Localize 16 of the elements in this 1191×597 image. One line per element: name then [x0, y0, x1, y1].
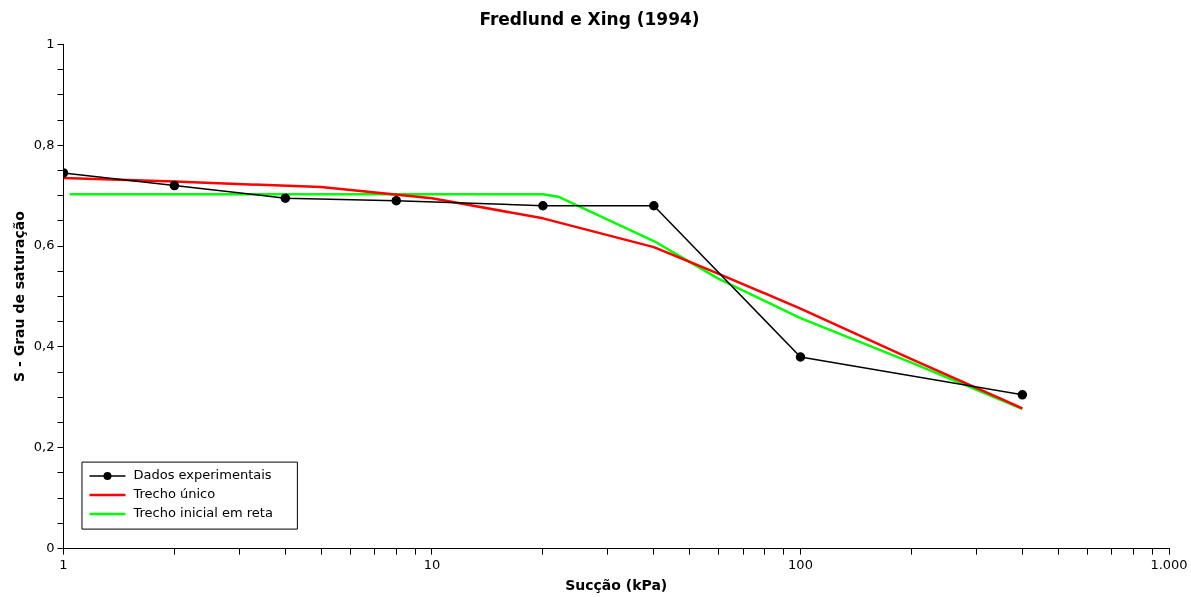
y-tick-label: 0,6 [33, 237, 55, 253]
x-tick-label: 10 [423, 556, 441, 572]
x-tick-label: 1 [59, 556, 68, 572]
legend-label: Trecho único [132, 486, 216, 502]
y-tick-label: 0,8 [33, 136, 55, 152]
legend-label: Dados experimentais [133, 467, 272, 483]
y-tick-label: 0,4 [33, 338, 55, 354]
y-axis-title: S - Grau de saturação [11, 210, 28, 382]
x-tick-label: 100 [788, 556, 813, 572]
x-axis-title: Sucção (kPa) [565, 577, 668, 594]
legend-label: Trecho inicial em reta [132, 505, 273, 521]
y-tick-label: 0,2 [33, 439, 55, 455]
y-tick-label: 1 [46, 35, 55, 51]
y-tick-label: 0 [46, 539, 55, 555]
chart-title: Fredlund e Xing (1994) [479, 8, 700, 29]
x-tick-label: 1.000 [1150, 556, 1188, 572]
